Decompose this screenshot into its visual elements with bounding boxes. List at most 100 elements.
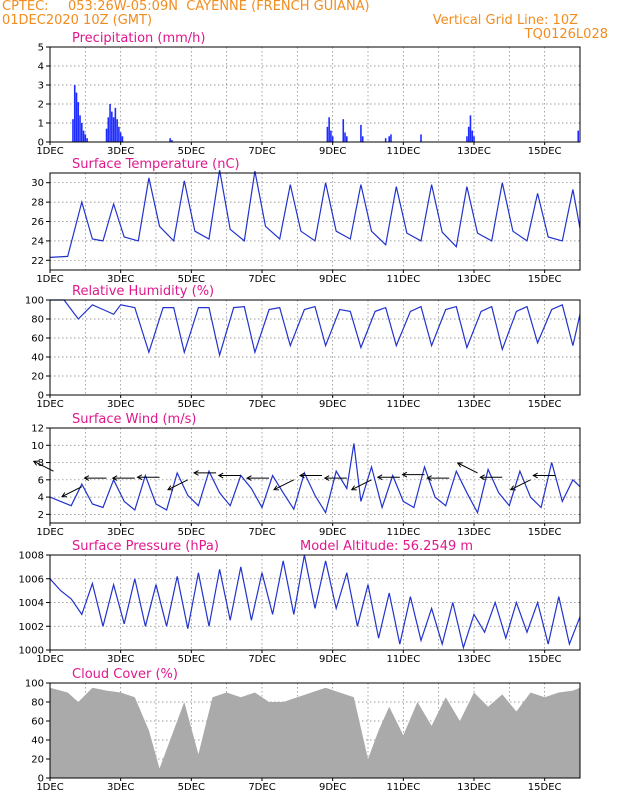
wind-arrow-head (299, 472, 305, 479)
precip-bar (72, 119, 74, 142)
precip-bar (388, 136, 390, 142)
x-tick-label: 13DEC (457, 654, 491, 665)
y-tick-label: 1 (38, 119, 44, 130)
x-tick-label: 7DEC (248, 527, 275, 538)
x-tick-label: 5DEC (178, 274, 205, 285)
x-tick-label: 3DEC (107, 146, 134, 157)
y-tick-label: 1008 (19, 551, 44, 562)
panel-frame (49, 427, 581, 524)
y-tick-label: 3 (38, 81, 44, 92)
y-tick-label: 4 (38, 62, 44, 73)
x-tick-label: 9DEC (319, 782, 346, 793)
x-tick-label: 1DEC (36, 527, 63, 538)
x-tick-label: 13DEC (457, 399, 491, 410)
x-tick-label: 1DEC (36, 274, 63, 285)
x-tick-label: 7DEC (248, 654, 275, 665)
wind-arrow-head (273, 485, 280, 491)
x-tick-label: 3DEC (107, 399, 134, 410)
header-code: TQ0126L028 (524, 27, 608, 42)
panel-title: Surface Pressure (hPa) (72, 539, 219, 554)
precip-bar (82, 130, 85, 142)
x-tick-label: 3DEC (107, 274, 134, 285)
wind-arrow-head (193, 470, 199, 476)
precip-bar (86, 138, 88, 142)
chart-panel-6: 0 20 40 60 80 100 1DEC 3DEC 5DEC 7DEC 9DEC 11DEC 13D… (25, 667, 581, 793)
y-tick-label: 40 (31, 353, 44, 364)
precip-bar (84, 134, 87, 142)
header-source: CPTEC: (2, 0, 49, 14)
wind-arrow (510, 479, 531, 491)
chart-panel-3: 0 20 40 60 80 100 1DEC 3DEC 5DEC 7DEC 9DEC 11DEC 13D… (25, 284, 581, 410)
precip-bar (471, 130, 474, 142)
x-tick-label: 13DEC (457, 782, 491, 793)
chart-panel-4: 2 4 6 8 10 12 1DEC 3DEC 5DEC 7DEC 9DEC 11DEC 13DEC 15… (31, 412, 581, 538)
wind-arrow-head (323, 475, 330, 481)
panel-title: Surface Temperature (nC) (72, 157, 240, 172)
y-tick-label: 60 (31, 334, 44, 345)
precip-bar (328, 117, 330, 142)
y-tick-label: 10 (31, 441, 44, 452)
header-location: 053:26W-05:09N CAYENNE (FRENCH GUIANA) (68, 0, 370, 14)
precip-bar (121, 136, 124, 142)
y-tick-label: 100 (25, 296, 44, 307)
header-run: 01DEC2020 10Z (GMT) (2, 13, 153, 28)
wind-arrow-head (217, 472, 224, 479)
y-tick-label: 8 (38, 458, 44, 469)
y-tick-label: 30 (31, 178, 44, 189)
x-tick-label: 3DEC (107, 654, 134, 665)
x-tick-label: 3DEC (107, 527, 134, 538)
precip-bar (73, 85, 76, 142)
precip-bar (79, 115, 81, 142)
x-tick-label: 13DEC (457, 146, 491, 157)
y-tick-label: 2 (38, 100, 44, 111)
precip-bar (107, 117, 110, 142)
x-tick-label: 7DEC (248, 274, 275, 285)
precip-bar (116, 119, 118, 142)
precip-bar (109, 104, 111, 142)
y-tick-label: 80 (31, 315, 44, 326)
y-tick-label: 0 (38, 138, 44, 149)
x-tick-label: 5DEC (178, 782, 205, 793)
precip-bar (346, 136, 348, 142)
x-tick-label: 5DEC (178, 527, 205, 538)
x-tick-label: 15DEC (528, 274, 562, 285)
series-line-3 (50, 299, 581, 358)
wind-arrow-head (532, 472, 538, 479)
y-tick-label: 20 (31, 755, 44, 766)
x-tick-label: 13DEC (457, 527, 491, 538)
wind-arrow-head (401, 471, 408, 478)
x-tick-label: 1DEC (36, 399, 63, 410)
wind-arrow-head (246, 475, 252, 481)
precip-bar (169, 138, 171, 142)
precip-bar (390, 134, 392, 142)
wind-arrow (273, 479, 295, 491)
wind-arrow-head (32, 460, 39, 466)
wind-arrow (167, 479, 189, 491)
precip-bar (331, 136, 334, 142)
y-tick-label: 28 (31, 198, 44, 209)
wind-arrow-head (167, 485, 174, 491)
x-tick-label: 13DEC (457, 274, 491, 285)
y-tick-label: 80 (31, 698, 44, 709)
x-tick-label: 9DEC (319, 274, 346, 285)
x-tick-label: 1DEC (36, 146, 63, 157)
y-tick-label: 5 (38, 43, 44, 54)
x-tick-label: 11DEC (386, 146, 420, 157)
precip-bar (344, 132, 346, 142)
y-tick-label: 1004 (19, 598, 44, 609)
x-tick-label: 15DEC (528, 146, 562, 157)
x-tick-label: 7DEC (248, 399, 275, 410)
wind-arrow-head (350, 485, 357, 491)
y-tick-label: 4 (38, 493, 44, 504)
precip-bar (342, 119, 345, 142)
y-tick-label: 1002 (19, 622, 44, 633)
series-line-5 (49, 554, 581, 650)
precip-bar (111, 111, 113, 142)
x-tick-label: 9DEC (319, 654, 346, 665)
precip-bar (330, 130, 332, 142)
x-tick-label: 15DEC (528, 527, 562, 538)
x-tick-label: 11DEC (386, 527, 420, 538)
precip-bar (384, 138, 387, 142)
wind-arrow-head (61, 492, 68, 498)
x-tick-label: 9DEC (319, 527, 346, 538)
